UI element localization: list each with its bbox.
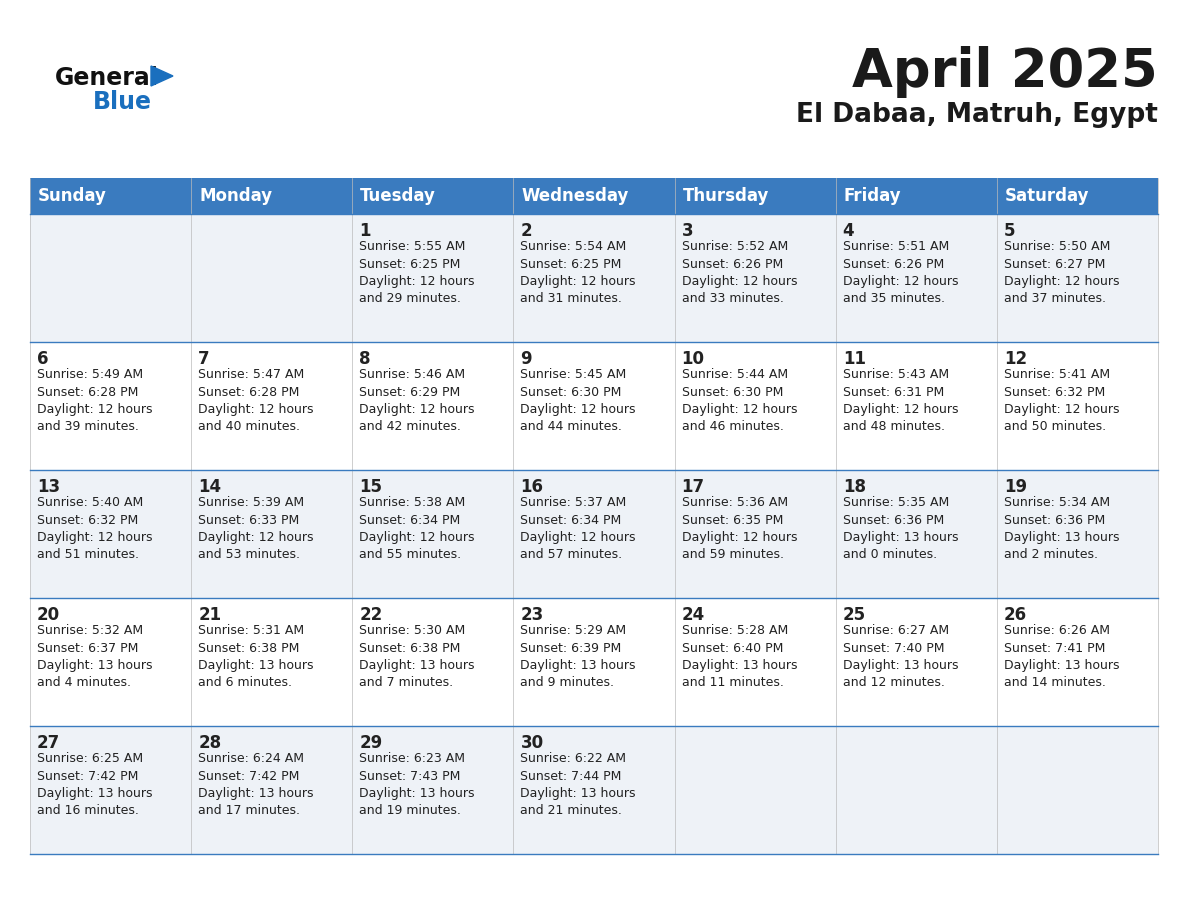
- Text: Sunrise: 5:55 AM
Sunset: 6:25 PM
Daylight: 12 hours
and 29 minutes.: Sunrise: 5:55 AM Sunset: 6:25 PM Dayligh…: [359, 240, 475, 306]
- Text: Sunrise: 5:51 AM
Sunset: 6:26 PM
Daylight: 12 hours
and 35 minutes.: Sunrise: 5:51 AM Sunset: 6:26 PM Dayligh…: [842, 240, 959, 306]
- Text: Sunrise: 5:38 AM
Sunset: 6:34 PM
Daylight: 12 hours
and 55 minutes.: Sunrise: 5:38 AM Sunset: 6:34 PM Dayligh…: [359, 496, 475, 562]
- Text: Sunrise: 5:45 AM
Sunset: 6:30 PM
Daylight: 12 hours
and 44 minutes.: Sunrise: 5:45 AM Sunset: 6:30 PM Dayligh…: [520, 368, 636, 433]
- Text: Sunrise: 6:26 AM
Sunset: 7:41 PM
Daylight: 13 hours
and 14 minutes.: Sunrise: 6:26 AM Sunset: 7:41 PM Dayligh…: [1004, 624, 1119, 689]
- Bar: [30, 726, 1158, 854]
- Bar: [30, 178, 1158, 214]
- Text: Sunrise: 5:40 AM
Sunset: 6:32 PM
Daylight: 12 hours
and 51 minutes.: Sunrise: 5:40 AM Sunset: 6:32 PM Dayligh…: [37, 496, 152, 562]
- Text: 16: 16: [520, 478, 543, 496]
- Text: El Dabaa, Matruh, Egypt: El Dabaa, Matruh, Egypt: [796, 102, 1158, 128]
- Text: 25: 25: [842, 606, 866, 624]
- Text: Sunrise: 6:25 AM
Sunset: 7:42 PM
Daylight: 13 hours
and 16 minutes.: Sunrise: 6:25 AM Sunset: 7:42 PM Dayligh…: [37, 752, 152, 818]
- Text: 28: 28: [198, 734, 221, 752]
- Text: General: General: [55, 66, 159, 90]
- Text: 26: 26: [1004, 606, 1026, 624]
- Text: 4: 4: [842, 222, 854, 240]
- Text: Sunrise: 5:49 AM
Sunset: 6:28 PM
Daylight: 12 hours
and 39 minutes.: Sunrise: 5:49 AM Sunset: 6:28 PM Dayligh…: [37, 368, 152, 433]
- Text: 1: 1: [359, 222, 371, 240]
- Text: 19: 19: [1004, 478, 1026, 496]
- Text: Sunrise: 5:37 AM
Sunset: 6:34 PM
Daylight: 12 hours
and 57 minutes.: Sunrise: 5:37 AM Sunset: 6:34 PM Dayligh…: [520, 496, 636, 562]
- Text: 15: 15: [359, 478, 383, 496]
- Text: 30: 30: [520, 734, 544, 752]
- Text: Monday: Monday: [200, 187, 272, 205]
- Text: Sunrise: 5:44 AM
Sunset: 6:30 PM
Daylight: 12 hours
and 46 minutes.: Sunrise: 5:44 AM Sunset: 6:30 PM Dayligh…: [682, 368, 797, 433]
- Text: Sunrise: 5:31 AM
Sunset: 6:38 PM
Daylight: 13 hours
and 6 minutes.: Sunrise: 5:31 AM Sunset: 6:38 PM Dayligh…: [198, 624, 314, 689]
- Text: 21: 21: [198, 606, 221, 624]
- Text: 3: 3: [682, 222, 693, 240]
- Text: Blue: Blue: [93, 90, 152, 114]
- Text: Sunrise: 5:46 AM
Sunset: 6:29 PM
Daylight: 12 hours
and 42 minutes.: Sunrise: 5:46 AM Sunset: 6:29 PM Dayligh…: [359, 368, 475, 433]
- Text: Sunday: Sunday: [38, 187, 107, 205]
- Bar: [30, 470, 1158, 598]
- Text: 12: 12: [1004, 350, 1026, 368]
- Text: 6: 6: [37, 350, 49, 368]
- Text: Sunrise: 5:43 AM
Sunset: 6:31 PM
Daylight: 12 hours
and 48 minutes.: Sunrise: 5:43 AM Sunset: 6:31 PM Dayligh…: [842, 368, 959, 433]
- Text: 20: 20: [37, 606, 61, 624]
- Text: 29: 29: [359, 734, 383, 752]
- Text: 9: 9: [520, 350, 532, 368]
- Text: Friday: Friday: [843, 187, 902, 205]
- Bar: [30, 342, 1158, 470]
- Bar: [30, 214, 1158, 342]
- Text: Sunrise: 6:24 AM
Sunset: 7:42 PM
Daylight: 13 hours
and 17 minutes.: Sunrise: 6:24 AM Sunset: 7:42 PM Dayligh…: [198, 752, 314, 818]
- Text: Sunrise: 5:50 AM
Sunset: 6:27 PM
Daylight: 12 hours
and 37 minutes.: Sunrise: 5:50 AM Sunset: 6:27 PM Dayligh…: [1004, 240, 1119, 306]
- Text: Tuesday: Tuesday: [360, 187, 436, 205]
- Text: 27: 27: [37, 734, 61, 752]
- Text: 23: 23: [520, 606, 544, 624]
- Text: Sunrise: 6:23 AM
Sunset: 7:43 PM
Daylight: 13 hours
and 19 minutes.: Sunrise: 6:23 AM Sunset: 7:43 PM Dayligh…: [359, 752, 475, 818]
- Text: 13: 13: [37, 478, 61, 496]
- Text: Sunrise: 6:27 AM
Sunset: 7:40 PM
Daylight: 13 hours
and 12 minutes.: Sunrise: 6:27 AM Sunset: 7:40 PM Dayligh…: [842, 624, 959, 689]
- Text: Wednesday: Wednesday: [522, 187, 628, 205]
- Text: 11: 11: [842, 350, 866, 368]
- Text: 22: 22: [359, 606, 383, 624]
- Text: Sunrise: 5:28 AM
Sunset: 6:40 PM
Daylight: 13 hours
and 11 minutes.: Sunrise: 5:28 AM Sunset: 6:40 PM Dayligh…: [682, 624, 797, 689]
- Text: 8: 8: [359, 350, 371, 368]
- Text: Sunrise: 5:29 AM
Sunset: 6:39 PM
Daylight: 13 hours
and 9 minutes.: Sunrise: 5:29 AM Sunset: 6:39 PM Dayligh…: [520, 624, 636, 689]
- Text: 7: 7: [198, 350, 210, 368]
- Text: Sunrise: 5:36 AM
Sunset: 6:35 PM
Daylight: 12 hours
and 59 minutes.: Sunrise: 5:36 AM Sunset: 6:35 PM Dayligh…: [682, 496, 797, 562]
- Text: Thursday: Thursday: [683, 187, 769, 205]
- Bar: [30, 598, 1158, 726]
- Text: 5: 5: [1004, 222, 1016, 240]
- Text: Saturday: Saturday: [1005, 187, 1089, 205]
- Text: Sunrise: 5:41 AM
Sunset: 6:32 PM
Daylight: 12 hours
and 50 minutes.: Sunrise: 5:41 AM Sunset: 6:32 PM Dayligh…: [1004, 368, 1119, 433]
- Text: Sunrise: 5:30 AM
Sunset: 6:38 PM
Daylight: 13 hours
and 7 minutes.: Sunrise: 5:30 AM Sunset: 6:38 PM Dayligh…: [359, 624, 475, 689]
- Text: 14: 14: [198, 478, 221, 496]
- Text: Sunrise: 5:39 AM
Sunset: 6:33 PM
Daylight: 12 hours
and 53 minutes.: Sunrise: 5:39 AM Sunset: 6:33 PM Dayligh…: [198, 496, 314, 562]
- Text: Sunrise: 5:52 AM
Sunset: 6:26 PM
Daylight: 12 hours
and 33 minutes.: Sunrise: 5:52 AM Sunset: 6:26 PM Dayligh…: [682, 240, 797, 306]
- Text: 18: 18: [842, 478, 866, 496]
- Text: April 2025: April 2025: [852, 46, 1158, 98]
- Text: 10: 10: [682, 350, 704, 368]
- Text: 2: 2: [520, 222, 532, 240]
- Text: Sunrise: 5:32 AM
Sunset: 6:37 PM
Daylight: 13 hours
and 4 minutes.: Sunrise: 5:32 AM Sunset: 6:37 PM Dayligh…: [37, 624, 152, 689]
- Text: Sunrise: 6:22 AM
Sunset: 7:44 PM
Daylight: 13 hours
and 21 minutes.: Sunrise: 6:22 AM Sunset: 7:44 PM Dayligh…: [520, 752, 636, 818]
- Text: Sunrise: 5:35 AM
Sunset: 6:36 PM
Daylight: 13 hours
and 0 minutes.: Sunrise: 5:35 AM Sunset: 6:36 PM Dayligh…: [842, 496, 959, 562]
- Text: 17: 17: [682, 478, 704, 496]
- Text: 24: 24: [682, 606, 704, 624]
- Polygon shape: [151, 66, 173, 86]
- Text: Sunrise: 5:47 AM
Sunset: 6:28 PM
Daylight: 12 hours
and 40 minutes.: Sunrise: 5:47 AM Sunset: 6:28 PM Dayligh…: [198, 368, 314, 433]
- Text: Sunrise: 5:54 AM
Sunset: 6:25 PM
Daylight: 12 hours
and 31 minutes.: Sunrise: 5:54 AM Sunset: 6:25 PM Dayligh…: [520, 240, 636, 306]
- Text: Sunrise: 5:34 AM
Sunset: 6:36 PM
Daylight: 13 hours
and 2 minutes.: Sunrise: 5:34 AM Sunset: 6:36 PM Dayligh…: [1004, 496, 1119, 562]
